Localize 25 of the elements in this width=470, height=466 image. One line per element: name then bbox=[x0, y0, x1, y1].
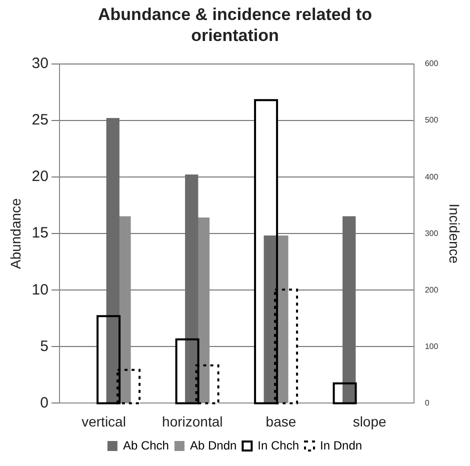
y-tick-label: 20 bbox=[32, 168, 48, 186]
y-tick-label: 15 bbox=[32, 224, 48, 242]
y-axis-title: Abundance bbox=[7, 198, 24, 270]
y2-tick-label: 600 bbox=[424, 59, 439, 68]
y2-tick-label: 200 bbox=[424, 285, 439, 294]
y-tick-label: 25 bbox=[32, 112, 48, 129]
chart-title: Abundance & incidence related to orientation bbox=[97, 4, 373, 47]
y2-tick-label: 300 bbox=[424, 228, 439, 238]
x-tick-label: base bbox=[266, 413, 296, 430]
y-tick-label: 10 bbox=[32, 281, 48, 298]
legend-label: Ab Dndn bbox=[190, 438, 237, 452]
y-tick-label: 30 bbox=[32, 55, 48, 72]
y-tick-label: 5 bbox=[40, 338, 48, 355]
x-tick-label: vertical bbox=[82, 413, 126, 430]
y2-tick-label: 0 bbox=[424, 398, 430, 408]
legend-label: Ab Chch bbox=[122, 438, 169, 452]
y2-axis-title: Incidence bbox=[446, 204, 463, 264]
legend-label: In Chch bbox=[258, 438, 300, 452]
y-tick-label: 0 bbox=[40, 394, 48, 412]
x-tick-label: horizontal bbox=[162, 413, 223, 430]
y2-tick-label: 500 bbox=[424, 116, 439, 125]
x-tick-label: slope bbox=[352, 413, 387, 430]
y2-tick-label: 400 bbox=[424, 172, 439, 182]
y2-tick-label: 100 bbox=[424, 342, 439, 351]
legend-label: In Dndn bbox=[320, 438, 362, 452]
